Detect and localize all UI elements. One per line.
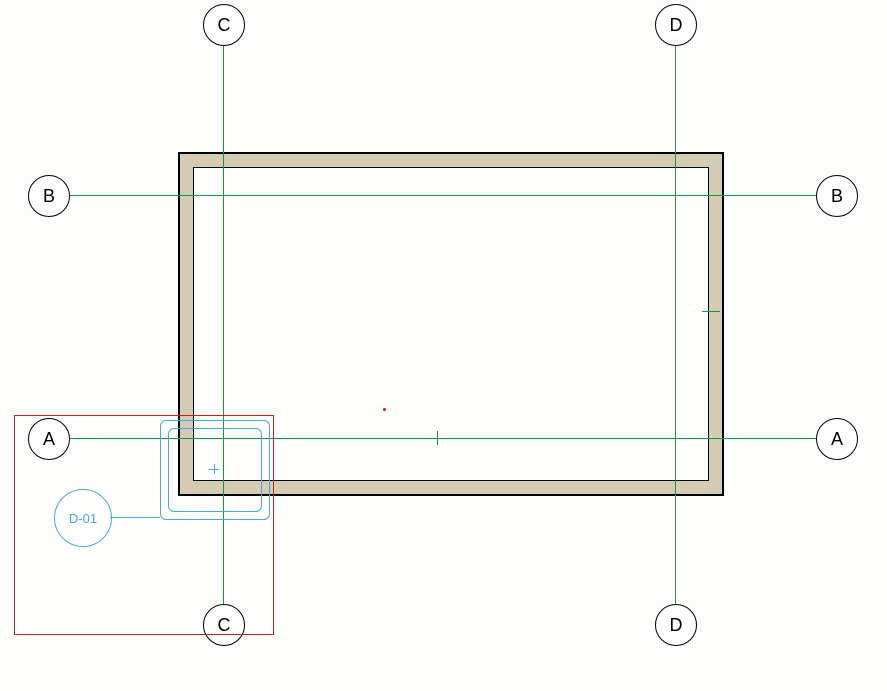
grid-bubble-a-right[interactable]: A xyxy=(816,418,858,460)
callout-inner-box xyxy=(168,428,262,512)
grid-line-b[interactable] xyxy=(68,195,816,196)
grid-bubble-d-bottom[interactable]: D xyxy=(655,604,697,646)
callout-label: D-01 xyxy=(69,511,97,526)
grid-bubble-label: D xyxy=(670,615,683,636)
grid-bubble-d-top[interactable]: D xyxy=(655,4,697,46)
tick-mark xyxy=(702,311,720,312)
drawing-canvas[interactable]: B B A A C C D D D-01 xyxy=(0,0,887,691)
grid-bubble-label: A xyxy=(831,429,843,450)
grid-bubble-label: B xyxy=(831,186,843,207)
callout-center-marker xyxy=(214,464,215,474)
grid-bubble-c-top[interactable]: C xyxy=(203,4,245,46)
tick-mark xyxy=(437,431,438,445)
grid-bubble-b-right[interactable]: B xyxy=(816,175,858,217)
grid-bubble-label: C xyxy=(218,15,231,36)
grid-bubble-label: B xyxy=(43,186,55,207)
callout-head[interactable]: D-01 xyxy=(54,489,112,547)
marker-dot xyxy=(383,408,386,411)
grid-line-d[interactable] xyxy=(675,44,676,604)
grid-bubble-b-left[interactable]: B xyxy=(28,175,70,217)
grid-bubble-label: D xyxy=(670,15,683,36)
callout-leader xyxy=(110,517,160,518)
